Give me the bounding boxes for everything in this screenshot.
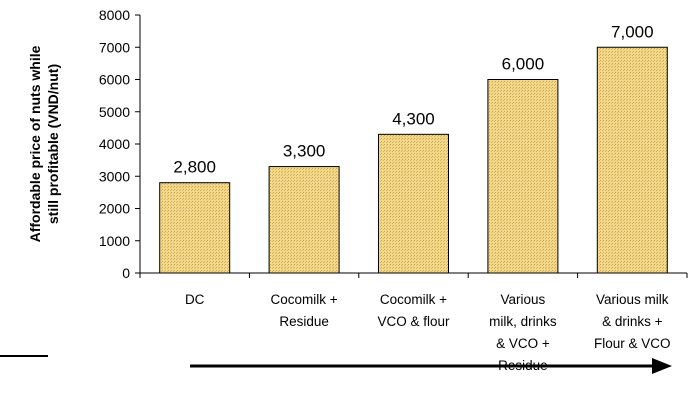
data-label: 3,300 xyxy=(283,142,326,161)
bar xyxy=(487,79,559,274)
category-label: DC xyxy=(185,292,205,307)
category-labels: DC Cocomilk + Residue Cocomilk + VCO & flour… xyxy=(185,292,671,373)
category-label: Various milk xyxy=(596,292,669,307)
bars xyxy=(159,46,668,274)
y-tick-label: 0 xyxy=(122,265,130,281)
category-label: milk, drinks xyxy=(489,314,557,329)
bar xyxy=(596,46,668,274)
x-axis-ticks xyxy=(139,273,688,278)
data-label: 7,000 xyxy=(611,22,654,41)
y-tick-label: 5000 xyxy=(99,104,130,120)
y-tick-label: 2000 xyxy=(99,201,130,217)
category-label: Flour & VCO xyxy=(594,336,671,351)
y-axis-ticks: 0 1000 2000 3000 4000 5000 6000 7000 8000 xyxy=(99,7,140,281)
bar xyxy=(378,133,449,274)
y-tick-label: 1000 xyxy=(99,233,130,249)
data-label: 6,000 xyxy=(502,55,545,74)
category-label: VCO & flour xyxy=(377,314,450,329)
bar xyxy=(268,166,340,274)
y-tick-label: 8000 xyxy=(99,7,130,23)
bar xyxy=(159,182,231,274)
category-label: Cocomilk + xyxy=(380,292,447,307)
category-label: Residue xyxy=(279,314,329,329)
y-axis-label: Affordable price of nuts while still prof… xyxy=(27,45,61,242)
y-axis-label-line: still profitable (VND/nut) xyxy=(45,64,61,224)
data-label: 4,300 xyxy=(392,109,435,128)
category-label: & VCO + xyxy=(496,336,550,351)
category-label: Various xyxy=(501,292,546,307)
y-tick-label: 4000 xyxy=(99,136,130,152)
y-axis-label-line: Affordable price of nuts while xyxy=(27,45,43,242)
data-labels: 2,800 3,300 4,300 6,000 7,000 xyxy=(173,22,653,176)
category-label: Cocomilk + xyxy=(271,292,338,307)
category-label: & drinks + xyxy=(602,314,663,329)
data-label: 2,800 xyxy=(173,158,216,177)
y-tick-label: 3000 xyxy=(99,168,130,184)
y-tick-label: 7000 xyxy=(99,39,130,55)
progression-arrow-head xyxy=(652,358,672,374)
y-tick-label: 6000 xyxy=(99,72,130,88)
